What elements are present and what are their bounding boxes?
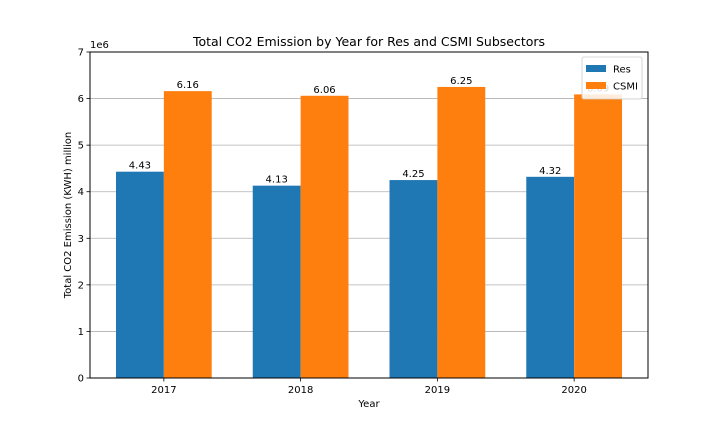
bar-res-2017 [115, 171, 164, 378]
plot-frame [89, 51, 649, 379]
legend-label: Res [613, 65, 631, 76]
x-tick-label: 2017 [151, 385, 176, 396]
x-tick-label: 2019 [425, 385, 450, 396]
bar-res-2019 [389, 180, 438, 378]
bar-value-label: 4.43 [129, 161, 151, 172]
y-tick-label: 4 [78, 187, 84, 198]
y-axis-ticks: 0 1 2 3 4 5 6 7 [78, 48, 90, 385]
y-axis-offset-label: 1e6 [90, 40, 109, 51]
bar-csmi-2019 [437, 86, 486, 378]
y-tick-label: 2 [78, 280, 84, 291]
legend-label: CSMI [613, 82, 638, 93]
bar-value-label: 6.06 [313, 85, 335, 96]
x-axis-label: Year [357, 399, 380, 410]
x-tick-label: 2020 [561, 385, 586, 396]
bar-value-label: 6.25 [450, 76, 472, 87]
y-tick-label: 1 [78, 327, 84, 338]
legend: Res CSMI [581, 56, 643, 100]
legend-box [581, 56, 643, 100]
legend-swatch-res [586, 65, 606, 72]
y-tick-label: 3 [78, 234, 84, 245]
y-tick-label: 7 [78, 48, 84, 59]
bar-res-2018 [252, 185, 301, 378]
bars [115, 86, 623, 379]
y-tick-label: 0 [78, 374, 84, 385]
bar-value-label: 4.13 [266, 175, 288, 186]
y-tick-label: 6 [78, 94, 84, 105]
bar-value-label: 4.32 [539, 166, 561, 177]
bar-csmi-2017 [163, 91, 212, 379]
legend-swatch-csmi [586, 82, 606, 89]
y-tick-label: 5 [78, 141, 84, 152]
x-axis-ticks: 2017 2018 2019 2020 [151, 378, 587, 396]
bar-res-2020 [526, 176, 575, 378]
bar-value-label: 6.16 [177, 80, 199, 91]
y-axis-label: Total CO2 Emission (KWH) million [63, 132, 74, 300]
bar-csmi-2020 [574, 94, 623, 378]
x-tick-label: 2018 [288, 385, 313, 396]
bar-value-label: 4.25 [402, 169, 424, 180]
bar-csmi-2018 [300, 95, 349, 378]
chart-title: Total CO2 Emission by Year for Res and C… [192, 34, 545, 49]
